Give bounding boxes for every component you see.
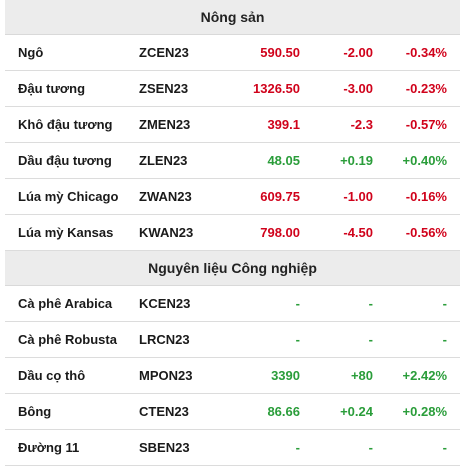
change-value: - <box>368 296 373 311</box>
contract-code: KWAN23 <box>139 225 194 240</box>
table-row[interactable]: Khô đậu tương ZMEN23 399.1 -2.3 -0.57% <box>5 107 460 143</box>
change-value: -2.3 <box>350 117 373 132</box>
price-value: - <box>295 296 300 311</box>
contract-code: ZMEN23 <box>139 117 191 132</box>
contract-code: KCEN23 <box>139 296 191 311</box>
change-percent: -0.34% <box>405 45 447 60</box>
price-value: 798.00 <box>260 225 300 240</box>
contract-code: SBEN23 <box>139 440 190 455</box>
change-percent: - <box>442 332 447 347</box>
change-value: +80 <box>350 368 373 383</box>
change-percent: -0.16% <box>405 189 447 204</box>
change-value: -2.00 <box>343 45 373 60</box>
price-value: 48.05 <box>267 153 300 168</box>
commodity-name: Khô đậu tương <box>18 117 113 132</box>
change-percent: -0.57% <box>405 117 447 132</box>
commodity-name: Đường 11 <box>18 440 80 455</box>
change-value: +0.24 <box>340 404 373 419</box>
contract-code: CTEN23 <box>139 404 189 419</box>
table-row[interactable]: Ngô ZCEN23 590.50 -2.00 -0.34% <box>5 35 460 71</box>
price-value: 86.66 <box>267 404 300 419</box>
change-value: -3.00 <box>343 81 373 96</box>
table-row[interactable]: Dầu cọ thô MPON23 3390 +80 +2.42% <box>5 358 460 394</box>
table-row[interactable]: Đậu tương ZSEN23 1326.50 -3.00 -0.23% <box>5 71 460 107</box>
commodity-name: Bông <box>18 404 52 419</box>
contract-code: ZCEN23 <box>139 45 189 60</box>
table-row[interactable]: Đường 11 SBEN23 - - - <box>5 430 460 466</box>
contract-code: ZLEN23 <box>139 153 188 168</box>
price-value: - <box>295 440 300 455</box>
table-row[interactable]: Bông CTEN23 86.66 +0.24 +0.28% <box>5 394 460 430</box>
change-percent: -0.56% <box>405 225 447 240</box>
change-value: -1.00 <box>343 189 373 204</box>
price-value: 609.75 <box>260 189 300 204</box>
commodity-price-table: Nông sản Ngô ZCEN23 590.50 -2.00 -0.34% … <box>5 0 460 466</box>
contract-code: ZWAN23 <box>139 189 192 204</box>
contract-code: LRCN23 <box>139 332 190 347</box>
commodity-name: Dầu cọ thô <box>18 368 86 383</box>
price-value: - <box>295 332 300 347</box>
price-value: 3390 <box>271 368 300 383</box>
change-value: - <box>368 332 373 347</box>
change-value: -4.50 <box>343 225 373 240</box>
commodity-name: Lúa mỳ Kansas <box>18 225 114 240</box>
change-value: +0.19 <box>340 153 373 168</box>
section-header-industrial: Nguyên liệu Công nghiệp <box>5 251 460 286</box>
change-percent: - <box>442 440 447 455</box>
change-percent: -0.23% <box>405 81 447 96</box>
price-value: 399.1 <box>267 117 300 132</box>
contract-code: MPON23 <box>139 368 193 383</box>
change-percent: +0.28% <box>402 404 447 419</box>
change-percent: +2.42% <box>402 368 447 383</box>
commodity-name: Cà phê Robusta <box>18 332 117 347</box>
change-percent: - <box>442 296 447 311</box>
price-value: 1326.50 <box>253 81 300 96</box>
table-row[interactable]: Dầu đậu tương ZLEN23 48.05 +0.19 +0.40% <box>5 143 460 179</box>
change-value: - <box>368 440 373 455</box>
contract-code: ZSEN23 <box>139 81 189 96</box>
price-value: 590.50 <box>260 45 300 60</box>
commodity-name: Cà phê Arabica <box>18 296 113 311</box>
table-row[interactable]: Lúa mỳ Kansas KWAN23 798.00 -4.50 -0.56% <box>5 215 460 251</box>
commodity-name: Lúa mỳ Chicago <box>18 189 119 204</box>
section-header-agriculture: Nông sản <box>5 0 460 35</box>
table-row[interactable]: Cà phê Arabica KCEN23 - - - <box>5 286 460 322</box>
commodity-name: Dầu đậu tương <box>18 153 112 168</box>
commodity-name: Đậu tương <box>18 81 86 96</box>
table-row[interactable]: Cà phê Robusta LRCN23 - - - <box>5 322 460 358</box>
table-row[interactable]: Lúa mỳ Chicago ZWAN23 609.75 -1.00 -0.16… <box>5 179 460 215</box>
commodity-name: Ngô <box>18 45 44 60</box>
change-percent: +0.40% <box>402 153 447 168</box>
